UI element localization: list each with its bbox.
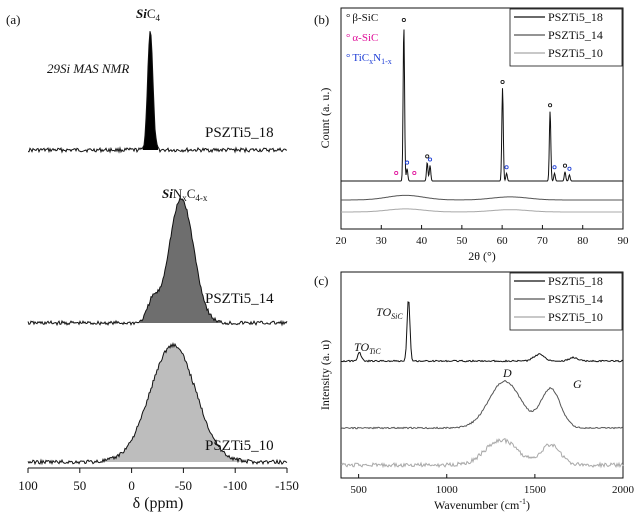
xrd-xtick-label: 20 — [336, 235, 348, 247]
raman-legend-entry: PSZTi5_14 — [548, 292, 603, 306]
raman-y-axis-title: Intensity (a. u) — [318, 340, 332, 410]
raman-plot-frame — [340, 271, 624, 479]
nmr-technique-label: 29Si MAS NMR — [47, 61, 129, 76]
raman-xtick-label: 500 — [350, 484, 367, 496]
marker-key-beta-sic: ° β-SiC — [346, 12, 378, 24]
panel-c: (c) TOTiC TOSiC D G PSZTi5_18PSZTi5_14PS… — [314, 271, 635, 512]
nmr-area-PSZTi5_10 — [103, 343, 248, 462]
nmr-x-ticks: 100 50 0 -50 -100 -150 — [18, 468, 299, 493]
xrd-y-axis-title: Count (a. u.) — [318, 88, 332, 149]
xrd-peak-marker — [562, 163, 568, 168]
raman-trace-PSZTi5_18 — [340, 301, 624, 363]
xrd-peak-marker — [412, 170, 417, 176]
xrd-peak-marker — [401, 17, 406, 23]
xrd-xtick-label: 40 — [416, 235, 428, 247]
xrd-xtick-label: 90 — [618, 235, 630, 247]
marker-key-alpha-sic: ° α-SiC — [346, 32, 378, 44]
nmr-xtick-label: -50 — [175, 478, 192, 493]
xrd-peak-marker — [394, 170, 399, 176]
panel-c-label: (c) — [314, 273, 328, 288]
raman-xtick-label: 1500 — [524, 484, 547, 496]
sample-label-18: PSZTi5_18 — [205, 125, 274, 141]
nmr-trace-PSZTi5_14 — [27, 196, 288, 327]
xrd-traces — [341, 29, 623, 213]
annotation-g-band: G — [573, 377, 582, 391]
nmr-trace-PSZTi5_10 — [27, 341, 288, 466]
annotation-d-band: D — [502, 366, 512, 380]
panel-a: (a) 29Si MAS NMR SiC4 SiNxC4-x PSZTi5_18… — [6, 6, 299, 512]
xrd-peak-marker — [500, 79, 505, 85]
xrd-legend-entry: PSZTi5_10 — [548, 46, 603, 60]
xrd-peak-marker — [425, 154, 430, 159]
panel-b: (b) ° β-SiC ° α-SiC ° TiCxN1-x PSZTi5_18PSZ… — [314, 7, 630, 263]
xrd-xtick-label: 80 — [577, 235, 589, 247]
raman-legend: PSZTi5_18 PSZTi5_14 PSZTi5_10 — [509, 272, 623, 331]
raman-xtick-label: 1000 — [436, 484, 459, 496]
raman-trace-PSZTi5_14 — [340, 379, 624, 430]
raman-x-axis-title: Wavenumber (cm-1) — [434, 497, 530, 512]
raman-traces — [340, 301, 624, 469]
annotation-to-sic: TOSiC — [376, 305, 403, 321]
nmr-xtick-label: -100 — [223, 478, 247, 493]
xrd-peak-marker — [405, 160, 410, 165]
xrd-marker-key: ° β-SiC ° α-SiC ° TiCxN1-x — [346, 12, 392, 66]
nmr-x-axis-title: δ (ppm) — [133, 495, 184, 512]
xrd-peak-marker — [567, 166, 572, 171]
xrd-x-axis-title: 2θ (°) — [468, 249, 496, 263]
xrd-peak-marker — [427, 157, 433, 162]
panel-b-label: (b) — [314, 12, 329, 27]
nmr-area-PSZTi5_14 — [140, 197, 221, 323]
panel-a-label: (a) — [6, 12, 20, 27]
peak-label-sic4: SiC4 — [136, 6, 161, 23]
xrd-peak-markers — [394, 17, 572, 176]
raman-legend-entry: PSZTi5_10 — [548, 310, 603, 324]
xrd-plot-frame — [340, 7, 624, 230]
xrd-peak-marker — [552, 165, 557, 170]
raman-x-ticks: 500 1000 1500 2000 — [350, 474, 635, 496]
marker-key-ticxn1-x: ° TiCxN1-x — [346, 52, 392, 66]
raman-xtick-label: 2000 — [612, 484, 635, 496]
nmr-xtick-label: 0 — [128, 478, 135, 493]
sample-label-14: PSZTi5_14 — [205, 291, 274, 307]
nmr-xtick-label: -150 — [275, 478, 299, 493]
xrd-legend-entry: PSZTi5_18 — [548, 10, 603, 24]
peak-label-sinxc4-x: SiNxC4-x — [162, 186, 208, 203]
sample-label-10: PSZTi5_10 — [205, 438, 274, 454]
xrd-legend: PSZTi5_18 PSZTi5_14 PSZTi5_10 — [509, 8, 623, 67]
xrd-x-ticks: 20 30 40 50 60 70 80 90 — [336, 225, 630, 247]
xrd-peak-marker — [504, 165, 509, 170]
xrd-trace-PSZTi5_18 — [341, 29, 623, 182]
xrd-trace-PSZTi5_10 — [341, 208, 623, 213]
nmr-trace-PSZTi5_18 — [27, 31, 288, 154]
annotation-to-tic: TOTiC — [354, 340, 381, 356]
nmr-xtick-label: 100 — [18, 478, 38, 493]
xrd-peak-marker — [548, 103, 553, 108]
raman-legend-box — [509, 272, 623, 331]
nmr-xtick-label: 50 — [73, 478, 86, 493]
raman-trace-PSZTi5_10 — [340, 437, 624, 469]
xrd-legend-entry: PSZTi5_14 — [548, 28, 603, 42]
xrd-xtick-label: 50 — [456, 235, 468, 247]
raman-legend-entry: PSZTi5_18 — [548, 274, 603, 288]
xrd-legend-box — [509, 8, 623, 67]
xrd-xtick-label: 70 — [537, 235, 549, 247]
xrd-trace-PSZTi5_14 — [341, 194, 623, 201]
xrd-xtick-label: 30 — [376, 235, 388, 247]
xrd-xtick-label: 60 — [497, 235, 509, 247]
nmr-traces — [27, 31, 288, 466]
